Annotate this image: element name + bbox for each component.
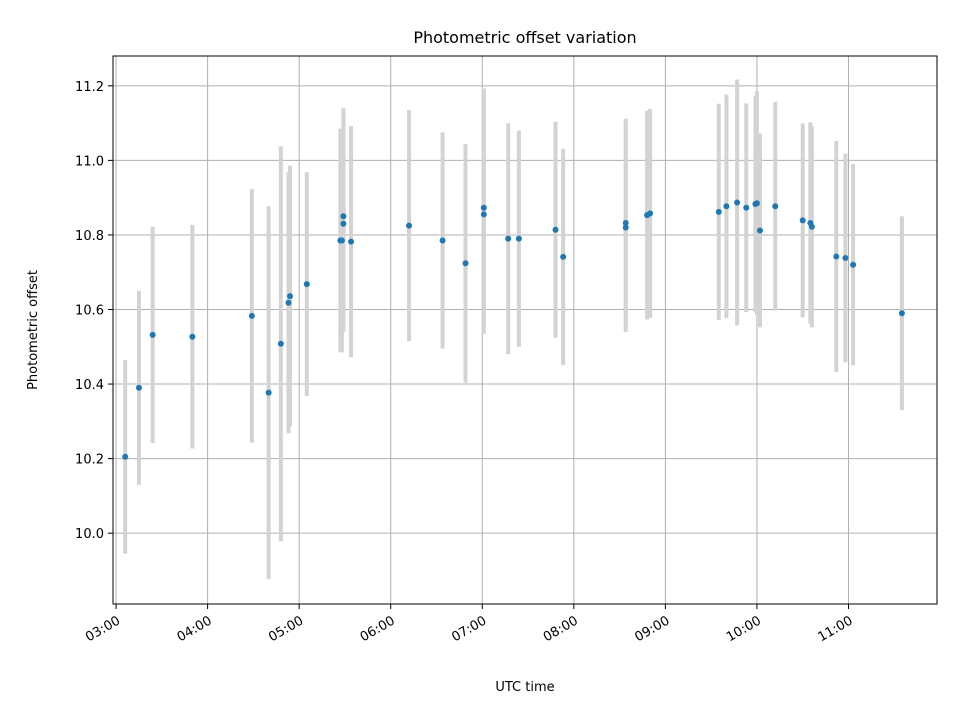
data-point xyxy=(149,331,156,338)
data-point xyxy=(505,235,512,242)
data-point xyxy=(265,389,272,396)
data-point xyxy=(833,253,840,260)
data-point xyxy=(340,213,347,220)
y-axis-ticks: 10.0 10.2 10.4 10.6 10.8 11.0 11.2 xyxy=(75,80,113,542)
data-point xyxy=(799,217,806,224)
y-tick-label: 11.2 xyxy=(75,80,104,95)
data-point xyxy=(772,203,779,210)
y-tick-label: 10.8 xyxy=(75,229,104,244)
y-tick-label: 10.6 xyxy=(75,303,104,318)
data-point xyxy=(338,237,345,244)
data-point xyxy=(552,226,559,233)
data-point xyxy=(898,310,905,317)
data-point xyxy=(850,261,857,268)
data-point xyxy=(189,333,196,340)
data-point xyxy=(560,253,567,260)
data-point xyxy=(622,220,629,227)
data-point xyxy=(715,208,722,215)
data-points xyxy=(122,199,905,460)
data-point xyxy=(248,312,255,319)
data-point xyxy=(462,260,469,267)
data-point xyxy=(285,299,292,306)
data-point xyxy=(439,237,446,244)
plot-frame xyxy=(112,55,938,605)
y-tick-label: 11.0 xyxy=(75,154,104,169)
data-point xyxy=(122,453,129,460)
data-point xyxy=(808,223,815,230)
data-point xyxy=(515,235,522,242)
y-tick-label: 10.4 xyxy=(75,378,104,393)
data-point xyxy=(753,200,760,207)
data-point xyxy=(480,211,487,218)
data-point xyxy=(287,293,294,300)
data-point xyxy=(340,220,347,227)
data-point xyxy=(734,199,741,206)
chart-title: Photometric offset variation xyxy=(413,28,636,47)
x-axis-label: UTC time xyxy=(495,680,554,695)
data-point xyxy=(303,281,310,288)
data-point xyxy=(842,255,849,262)
y-tick-label: 10.2 xyxy=(75,453,104,468)
data-point xyxy=(480,204,487,211)
data-point xyxy=(723,203,730,210)
data-point xyxy=(756,227,763,234)
y-axis-label: Photometric offset xyxy=(26,270,41,390)
data-point xyxy=(647,210,654,217)
data-point xyxy=(348,238,355,245)
data-point xyxy=(622,224,629,231)
data-point xyxy=(406,222,413,229)
data-point xyxy=(277,340,284,347)
y-tick-label: 10.0 xyxy=(75,527,104,542)
data-point xyxy=(135,384,142,391)
data-point xyxy=(743,204,750,211)
